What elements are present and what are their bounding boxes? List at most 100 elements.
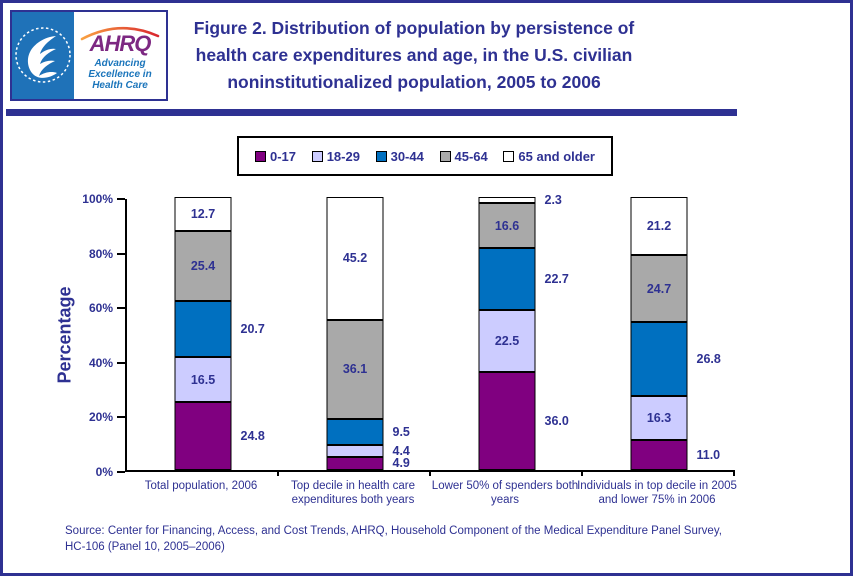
bar-segment: 25.4 bbox=[174, 231, 232, 301]
bar-segment: 36.0 bbox=[478, 371, 569, 470]
bar-column: 11.0 16.3 26.8 24.7 21.2 bbox=[583, 197, 735, 470]
category-label: Total population, 2006 bbox=[106, 480, 296, 494]
bar-segment: 2.3 bbox=[478, 193, 562, 207]
ahrq-tagline-line: Excellence in bbox=[88, 68, 152, 80]
y-axis-tick-label: 60% bbox=[88, 301, 113, 316]
y-axis-tick bbox=[117, 361, 125, 364]
legend-swatch bbox=[311, 150, 323, 162]
legend-label: 30-44 bbox=[390, 148, 424, 164]
segment-value-label: 22.5 bbox=[494, 334, 520, 349]
legend-label: 45-64 bbox=[454, 148, 488, 164]
ahrq-wordmark: AHRQ bbox=[89, 30, 152, 56]
segment-value-label: 25.4 bbox=[190, 259, 216, 274]
hhs-eagle-icon bbox=[15, 27, 71, 83]
category-label-line: Total population, 2006 bbox=[144, 480, 258, 492]
y-axis-tick bbox=[117, 307, 125, 310]
y-axis-tick-label: 20% bbox=[88, 410, 113, 425]
bar-segment: 11.0 bbox=[630, 439, 720, 470]
stacked-bar: 24.8 16.5 20.7 25.4 12.7 bbox=[174, 196, 265, 470]
bar-segment: 4.4 bbox=[326, 444, 410, 458]
hhs-logo bbox=[12, 12, 74, 99]
bar-segment: 24.7 bbox=[630, 254, 688, 323]
header-logo: AHRQ Advancing Excellence in Health Care bbox=[10, 10, 168, 101]
segment-value-label: 11.0 bbox=[696, 447, 721, 462]
segment-value-label: 12.7 bbox=[190, 207, 216, 222]
legend-label: 0-17 bbox=[270, 148, 297, 164]
category-label-line: Lower 50% of spenders both bbox=[431, 480, 579, 492]
segment-value-label: 24.8 bbox=[240, 429, 265, 444]
legend-label: 18-29 bbox=[326, 148, 360, 164]
page-title-line: health care expenditures and age, in the… bbox=[195, 45, 633, 65]
segment-value-label: 45.2 bbox=[342, 251, 368, 266]
ahrq-arc-icon bbox=[80, 26, 160, 40]
segment-value-label: 4.4 bbox=[392, 443, 410, 458]
bar-segment: 26.8 bbox=[630, 322, 721, 396]
source-line: Source: Center for Financing, Access, an… bbox=[65, 525, 722, 537]
legend-item: 65 and older bbox=[503, 149, 595, 164]
chart-legend: 0-17 18-29 30-44 45-64 65 and older bbox=[237, 136, 613, 176]
category-label-line: and lower 75% in 2006 bbox=[598, 493, 716, 506]
legend-label: 65 and older bbox=[518, 148, 595, 164]
legend-item: 30-44 bbox=[375, 148, 424, 164]
ahrq-tagline-line: Health Care bbox=[92, 79, 148, 91]
legend-item: 18-29 bbox=[311, 148, 360, 164]
bar-segment: 21.2 bbox=[630, 197, 688, 255]
stacked-bar: 4.9 4.4 9.5 36.1 45.2 bbox=[326, 196, 410, 470]
ahrq-tagline-line: Advancing bbox=[94, 57, 146, 69]
bar-segment: 16.3 bbox=[630, 395, 688, 440]
bar-segment: 22.7 bbox=[478, 248, 569, 311]
segment-value-label: 21.2 bbox=[646, 218, 672, 233]
y-axis-title: Percentage bbox=[54, 286, 75, 384]
bar-segment: 4.9 bbox=[326, 456, 410, 470]
y-axis-tick bbox=[117, 198, 125, 200]
x-axis-tick bbox=[277, 470, 279, 476]
y-axis-tick-label: 100% bbox=[82, 192, 113, 206]
legend-swatch bbox=[255, 150, 266, 162]
bar-column: 36.0 22.5 22.7 16.6 2.3 bbox=[431, 193, 583, 470]
bar-segment: 45.2 bbox=[326, 196, 384, 321]
segment-value-label: 24.7 bbox=[646, 281, 672, 296]
category-label-line: years bbox=[490, 493, 520, 506]
bar-segment: 20.7 bbox=[174, 300, 265, 358]
segment-value-label: 2.3 bbox=[544, 192, 562, 207]
segment-value-label: 4.9 bbox=[392, 456, 410, 471]
category-label-line: Individuals in top decile in 2005 bbox=[577, 480, 737, 492]
bar-segment: 9.5 bbox=[326, 418, 410, 445]
x-axis-tick bbox=[429, 470, 431, 476]
source-line: HC-106 (Panel 10, 2005–2006) bbox=[65, 540, 225, 553]
category-label-line: Top decile in health care bbox=[290, 480, 416, 492]
x-axis-tick bbox=[733, 470, 735, 476]
legend-swatch bbox=[439, 150, 451, 162]
category-label: Top decile in health care expenditures bo… bbox=[258, 480, 448, 507]
source-text: Source: Center for Financing, Access, an… bbox=[65, 524, 805, 555]
y-axis-tick-label: 80% bbox=[88, 246, 113, 261]
bar-segment: 24.8 bbox=[174, 402, 265, 470]
segment-value-label: 16.5 bbox=[190, 372, 216, 387]
legend-swatch bbox=[375, 150, 387, 162]
segment-value-label: 36.1 bbox=[342, 362, 368, 377]
page-title-line: noninstitutionalized population, 2005 to… bbox=[227, 72, 601, 92]
legend-swatch bbox=[503, 150, 515, 162]
ahrq-tagline: Advancing Excellence in Health Care bbox=[88, 58, 151, 91]
segment-value-label: 16.6 bbox=[494, 218, 520, 233]
bar-column: 4.9 4.4 9.5 36.1 45.2 bbox=[279, 196, 431, 470]
legend-item: 45-64 bbox=[439, 148, 488, 164]
y-axis-tick-label: 40% bbox=[88, 355, 113, 370]
y-axis-tick bbox=[117, 471, 125, 473]
plot-area: 0% 20% 40% 60% 80% 100% 24.8 16.5 20.7 25.4 12.7 4.… bbox=[82, 192, 735, 479]
bar-segment: 22.5 bbox=[478, 310, 536, 372]
category-label-line: expenditures both years bbox=[291, 493, 415, 506]
ahrq-logo: AHRQ Advancing Excellence in Health Care bbox=[74, 12, 166, 99]
category-label: Individuals in top decile in 2005 and low… bbox=[562, 480, 752, 507]
y-axis-tick bbox=[117, 416, 125, 419]
bar-column: 24.8 16.5 20.7 25.4 12.7 bbox=[127, 196, 279, 470]
bar-segment: 36.1 bbox=[326, 320, 384, 419]
y-axis-tick-label: 0% bbox=[95, 465, 113, 479]
stacked-bar: 36.0 22.5 22.7 16.6 2.3 bbox=[478, 193, 569, 470]
segment-value-label: 36.0 bbox=[544, 413, 569, 428]
x-axis-tick bbox=[581, 470, 583, 476]
y-axis-tick bbox=[117, 252, 125, 255]
header-divider bbox=[6, 109, 737, 116]
legend-item: 0-17 bbox=[255, 149, 296, 164]
